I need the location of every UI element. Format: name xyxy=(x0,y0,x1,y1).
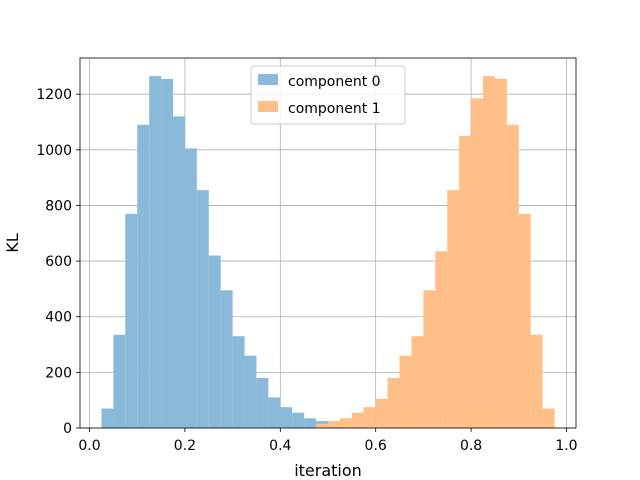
bar-series-0-bin-14 xyxy=(268,397,281,428)
y-tick-label-4: 800 xyxy=(45,198,72,214)
x-axis-title: iteration xyxy=(294,461,362,480)
bar-series-1-bin-2 xyxy=(339,418,352,428)
bar-series-1-bin-0 xyxy=(316,423,328,428)
bar-series-0-bin-10 xyxy=(220,290,233,428)
y-tick-label-3: 600 xyxy=(45,254,72,270)
axes-layer: 0.0 0.2 0.4 0.6 0.8 1.0 0 200 400 600 800 1000 1200 xyxy=(36,57,578,454)
bar-series-0-bin-7 xyxy=(184,148,197,429)
bars-layer xyxy=(101,76,555,429)
bar-series-1-bin-19 xyxy=(542,408,555,428)
bar-series-1-bin-15 xyxy=(494,78,507,429)
bar-series-0-bin-0 xyxy=(101,408,114,428)
bar-series-0-bin-5 xyxy=(161,78,173,429)
legend-swatch-component-1 xyxy=(258,101,278,112)
y-tick-label-0: 0 xyxy=(63,421,72,437)
bar-series-0-bin-2 xyxy=(125,213,138,428)
bar-series-0-bin-1 xyxy=(113,334,126,428)
plot-frame xyxy=(79,57,577,429)
bar-series-1-bin-13 xyxy=(471,98,483,428)
bar-series-0-bin-13 xyxy=(256,377,269,428)
bar-series-1-bin-5 xyxy=(375,398,388,428)
y-tick-label-1: 200 xyxy=(45,365,72,381)
bar-series-0-bin-16 xyxy=(292,412,305,428)
bar-series-0-bin-17 xyxy=(304,418,317,428)
bar-series-1-bin-6 xyxy=(387,377,400,428)
bar-series-0-bin-9 xyxy=(208,255,221,428)
bar-series-1-bin-10 xyxy=(435,251,448,428)
legend-box xyxy=(250,65,406,125)
bar-series-0-bin-6 xyxy=(173,116,185,428)
bar-series-0-bin-8 xyxy=(196,190,209,428)
bar-series-1-bin-9 xyxy=(423,290,436,428)
x-tick-label-1: 0.2 xyxy=(174,438,196,454)
x-tick-label-3: 0.6 xyxy=(365,438,387,454)
y-tick-label-2: 400 xyxy=(45,310,72,326)
bar-series-0-bin-3 xyxy=(137,124,150,429)
x-tick-label-5: 1.0 xyxy=(555,438,577,454)
bar-series-0-bin-12 xyxy=(244,355,257,428)
bar-series-1-bin-16 xyxy=(506,124,519,429)
bar-series-1-bin-17 xyxy=(518,213,531,428)
legend-label-component-0: component 0 xyxy=(288,74,381,90)
bar-series-0-bin-4 xyxy=(149,76,162,429)
bar-series-1-bin-12 xyxy=(459,135,472,429)
x-tick-label-4: 0.8 xyxy=(460,438,482,454)
bar-series-0-bin-11 xyxy=(232,336,245,428)
y-tick-label-5: 1000 xyxy=(36,143,72,159)
x-tick-label-0: 0.0 xyxy=(78,438,100,454)
bar-series-1-bin-14 xyxy=(483,76,495,429)
legend-swatch-component-0 xyxy=(258,74,278,85)
legend-label-component-1: component 1 xyxy=(288,101,381,117)
bar-series-1-bin-8 xyxy=(411,336,424,428)
bar-series-1-bin-1 xyxy=(328,421,340,428)
x-tick-label-2: 0.4 xyxy=(269,438,291,454)
y-axis-title: KL xyxy=(3,233,22,252)
bar-series-1-bin-11 xyxy=(447,190,460,428)
bar-series-0-bin-15 xyxy=(280,407,293,428)
bar-series-1-bin-3 xyxy=(351,412,364,428)
legend: component 0 component 1 xyxy=(250,65,406,125)
y-tick-label-6: 1200 xyxy=(36,87,72,103)
bar-series-1-bin-18 xyxy=(530,334,543,428)
bar-series-1-bin-7 xyxy=(399,355,412,428)
bar-series-1-bin-4 xyxy=(363,407,376,428)
